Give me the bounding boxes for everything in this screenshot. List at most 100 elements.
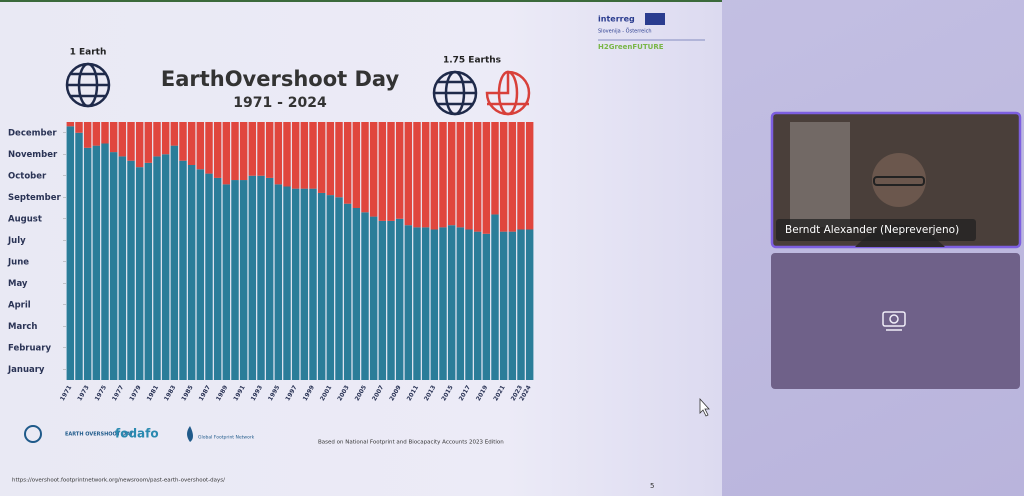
bar: [300, 122, 309, 189]
caption: 1.75 Earths: [443, 56, 501, 66]
source-url: https://overshoot.footprintnetwork.org/n…: [12, 478, 225, 484]
bar: [291, 122, 300, 189]
y-tick-label: May: [8, 279, 28, 289]
video-tile[interactable]: [771, 253, 1020, 389]
bar: [343, 203, 352, 380]
bar: [430, 122, 439, 230]
bar: [205, 173, 213, 380]
video-glasses: [873, 176, 925, 186]
video-window: [790, 122, 850, 227]
bar: [413, 122, 421, 228]
bar: [361, 212, 369, 380]
bar: [291, 188, 300, 380]
bar: [525, 229, 534, 380]
bar: [404, 122, 413, 226]
y-tick-label: November: [8, 150, 58, 160]
bar: [473, 231, 482, 380]
bar: [482, 122, 491, 234]
video-person: [872, 153, 926, 207]
bar: [335, 197, 343, 380]
bar: [352, 208, 361, 380]
bar: [499, 122, 508, 232]
bar: [369, 122, 378, 217]
y-tick-label: April: [8, 300, 31, 310]
camera-off-icon: [882, 311, 906, 331]
logo-text: Slovenija - Österreich: [598, 28, 652, 35]
source-note: Based on National Footprint and Biocapac…: [318, 440, 504, 446]
bar: [378, 220, 387, 380]
bar: [421, 227, 430, 380]
bar: [118, 122, 127, 157]
bar: [257, 122, 265, 176]
bar: [231, 180, 239, 380]
bar: [144, 122, 153, 163]
bar: [517, 122, 525, 230]
bar: [343, 122, 352, 204]
bar: [525, 122, 534, 230]
bar: [456, 227, 465, 380]
bar: [187, 122, 196, 165]
bar: [465, 229, 473, 380]
bar: [317, 192, 326, 380]
y-tick-label: February: [8, 343, 51, 353]
bar: [404, 225, 413, 380]
bar: [274, 184, 283, 380]
y-tick-label: December: [8, 128, 57, 138]
bar: [283, 122, 291, 187]
bar: [456, 122, 465, 228]
bar: [378, 122, 387, 221]
bar: [83, 122, 92, 148]
bar: [239, 122, 248, 181]
logo-text: fodafo: [115, 427, 159, 441]
bar: [135, 122, 144, 168]
bar: [517, 229, 525, 380]
y-tick-label: September: [8, 193, 62, 203]
bar: [283, 186, 291, 380]
bar: [153, 156, 161, 380]
bar: [309, 122, 317, 189]
bar: [473, 122, 482, 232]
bar: [222, 122, 231, 185]
bar: [482, 233, 491, 380]
bar: [447, 122, 456, 226]
y-tick-label: October: [8, 171, 47, 181]
logo-text: H2GreenFUTURE: [598, 43, 664, 51]
bar: [508, 231, 517, 380]
bar: [144, 162, 153, 380]
bar: [161, 122, 170, 155]
logo-icon: [187, 426, 193, 442]
bar: [127, 160, 135, 380]
bar: [109, 122, 118, 153]
bar: [92, 145, 101, 380]
bar: [75, 122, 83, 133]
participant-name: Berndt Alexander (Nepreverjeno): [785, 224, 959, 236]
bar: [127, 122, 135, 161]
y-tick-label: January: [7, 365, 45, 375]
page-number: 5: [650, 482, 654, 490]
bar: [465, 122, 473, 230]
bar: [213, 177, 222, 380]
logo-text: EARTH OVERSHOOT DAY: [65, 432, 133, 438]
bar: [265, 122, 274, 178]
bar: [499, 231, 508, 380]
name-badge: [776, 219, 976, 241]
logo-text: Global Footprint Network: [198, 435, 255, 441]
bar: [439, 122, 447, 228]
logo-text: interreg: [598, 15, 635, 24]
bar: [239, 180, 248, 380]
y-tick-label: March: [8, 322, 37, 332]
bar: [413, 227, 421, 380]
partial-globe-icon: [485, 70, 531, 116]
bar: [309, 188, 317, 380]
bar: [300, 188, 309, 380]
bar: [387, 220, 395, 380]
bar: [387, 122, 395, 221]
bar: [335, 122, 343, 198]
bar: [222, 184, 231, 380]
bar: [369, 216, 378, 380]
bar: [187, 165, 196, 380]
bar: [205, 122, 213, 174]
bar: [395, 122, 404, 219]
bar: [179, 122, 187, 161]
bar: [66, 122, 75, 127]
